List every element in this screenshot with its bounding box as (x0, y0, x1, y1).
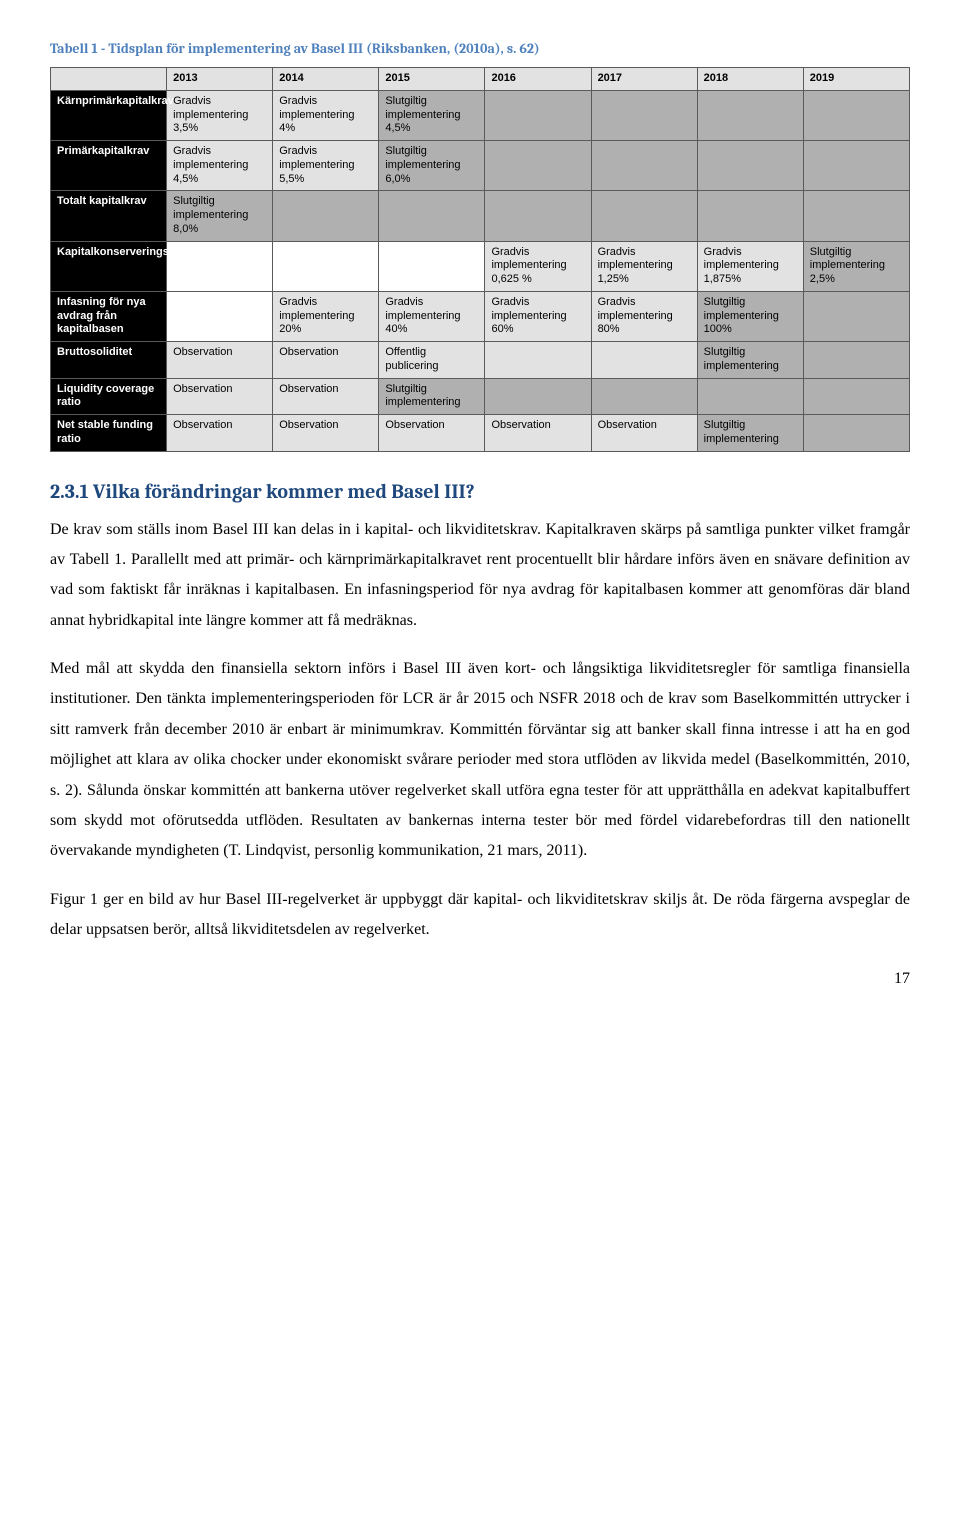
table-cell: Slutgiltig implementering 2,5% (803, 241, 909, 291)
table-cell: Slutgiltig implementering (697, 342, 803, 379)
row-label: Primärkapitalkrav (51, 141, 167, 191)
table-cell (697, 191, 803, 241)
row-label: Infasning för nya avdrag från kapitalbas… (51, 291, 167, 341)
table-cell: Slutgiltig implementering 8,0% (167, 191, 273, 241)
page-number: 17 (50, 970, 910, 988)
body-paragraph: Med mål att skydda den finansiella sekto… (50, 654, 910, 867)
table-row: Liquidity coverage ratioObservationObser… (51, 378, 910, 415)
table-row: Net stable funding ratioObservationObser… (51, 415, 910, 452)
table-cell: Gradvis implementering 1,875% (697, 241, 803, 291)
row-label: Totalt kapitalkrav (51, 191, 167, 241)
header-blank (51, 68, 167, 91)
table-cell (591, 191, 697, 241)
header-year: 2017 (591, 68, 697, 91)
table-cell (591, 90, 697, 140)
body-paragraph: Figur 1 ger en bild av hur Basel III-reg… (50, 885, 910, 946)
basel-timeline-table: 2013 2014 2015 2016 2017 2018 2019 Kärnp… (50, 67, 910, 452)
table-cell (485, 90, 591, 140)
table-cell (697, 378, 803, 415)
table-cell: Observation (273, 342, 379, 379)
table-cell (167, 291, 273, 341)
table-cell: Observation (485, 415, 591, 452)
table-cell: Gradvis implementering 80% (591, 291, 697, 341)
table-cell: Slutgiltig implementering (697, 415, 803, 452)
table-cell: Gradvis implementering 5,5% (273, 141, 379, 191)
table-cell (803, 378, 909, 415)
table-cell (803, 291, 909, 341)
row-label: Kapitalkonserveringsbuffert (51, 241, 167, 291)
table-cell (485, 141, 591, 191)
header-year: 2015 (379, 68, 485, 91)
table-cell (485, 191, 591, 241)
table-cell (591, 141, 697, 191)
table-cell (697, 90, 803, 140)
table-cell: Gradvis implementering 20% (273, 291, 379, 341)
table-cell: Observation (167, 378, 273, 415)
section-heading: 2.3.1 Vilka förändringar kommer med Base… (50, 480, 910, 503)
row-label: Liquidity coverage ratio (51, 378, 167, 415)
table-cell: Observation (379, 415, 485, 452)
table-cell: Gradvis implementering 4,5% (167, 141, 273, 191)
table-cell (273, 191, 379, 241)
table-cell: Gradvis implementering 4% (273, 90, 379, 140)
table-row: Infasning för nya avdrag från kapitalbas… (51, 291, 910, 341)
table-cell: Gradvis implementering 1,25% (591, 241, 697, 291)
table-cell: Offentlig publicering (379, 342, 485, 379)
table-cell: Slutgiltig implementering 4,5% (379, 90, 485, 140)
table-cell (803, 90, 909, 140)
table-cell (803, 415, 909, 452)
body-paragraph: De krav som ställs inom Basel III kan de… (50, 515, 910, 637)
table-row: BruttosoliditetObservationObservationOff… (51, 342, 910, 379)
row-label: Kärnprimärkapitalkrav (51, 90, 167, 140)
table-cell (379, 241, 485, 291)
table-cell (591, 378, 697, 415)
table-cell: Gradvis implementering 60% (485, 291, 591, 341)
table-cell: Gradvis implementering 40% (379, 291, 485, 341)
header-year: 2018 (697, 68, 803, 91)
table-header-row: 2013 2014 2015 2016 2017 2018 2019 (51, 68, 910, 91)
table-cell: Observation (167, 415, 273, 452)
header-year: 2019 (803, 68, 909, 91)
table-cell (591, 342, 697, 379)
table-cell: Observation (591, 415, 697, 452)
table-cell: Observation (167, 342, 273, 379)
table-cell: Slutgiltig implementering 6,0% (379, 141, 485, 191)
table-cell (379, 191, 485, 241)
header-year: 2014 (273, 68, 379, 91)
table-cell: Gradvis implementering 0,625 % (485, 241, 591, 291)
table-row: PrimärkapitalkravGradvis implementering … (51, 141, 910, 191)
header-year: 2016 (485, 68, 591, 91)
table-cell (803, 191, 909, 241)
row-label: Bruttosoliditet (51, 342, 167, 379)
row-label: Net stable funding ratio (51, 415, 167, 452)
table-cell (485, 342, 591, 379)
table-caption: Tabell 1 - Tidsplan för implementering a… (50, 40, 910, 57)
table-cell (697, 141, 803, 191)
table-row: Kapitalkonserveringsbuffert Gradvis imple… (51, 241, 910, 291)
table-cell (485, 378, 591, 415)
table-cell: Slutgiltig implementering 100% (697, 291, 803, 341)
table-row: KärnprimärkapitalkravGradvis implementer… (51, 90, 910, 140)
table-cell: Gradvis implementering 3,5% (167, 90, 273, 140)
table-cell (803, 141, 909, 191)
table-cell (273, 241, 379, 291)
table-row: Totalt kapitalkravSlutgiltig implementer… (51, 191, 910, 241)
table-cell (803, 342, 909, 379)
table-cell: Observation (273, 415, 379, 452)
header-year: 2013 (167, 68, 273, 91)
table-cell: Observation (273, 378, 379, 415)
table-cell: Slutgiltig implementering (379, 378, 485, 415)
